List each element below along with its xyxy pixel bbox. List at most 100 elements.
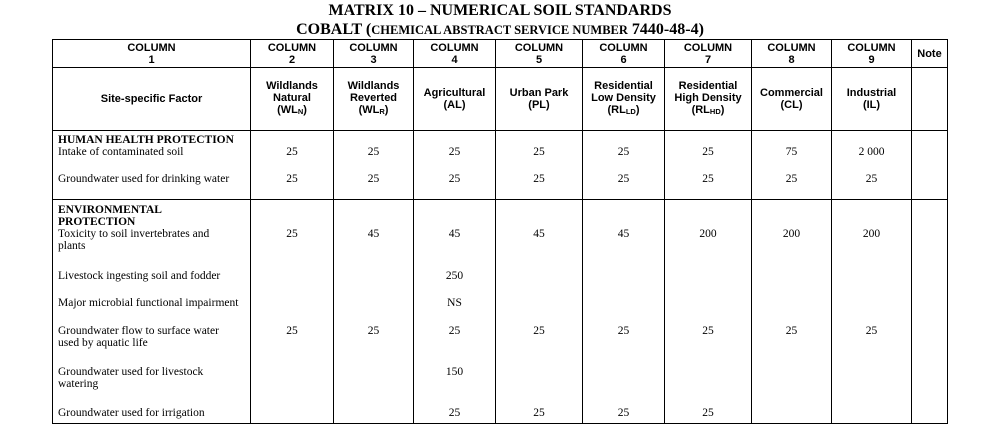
value-cell: 75 25 bbox=[751, 130, 832, 200]
value-cell: 25 25 bbox=[250, 130, 334, 200]
column-header-7: COLUMN 7 bbox=[664, 39, 752, 68]
land-use-header-6: Residential Low Density (RLLD) bbox=[582, 67, 665, 131]
factor-label: Groundwater flow to surface water bbox=[58, 325, 219, 337]
column-header-1: COLUMN 1 bbox=[52, 39, 251, 68]
column-header-label: COLUMN bbox=[599, 41, 648, 54]
land-use-code-end: ) bbox=[635, 104, 640, 116]
soil-standards-table: COLUMN 1 COLUMN 2 COLUMN 3 COLUMN 4 COLUMN 5 COLUM… bbox=[52, 39, 948, 424]
land-use-header-2: Wildlands Natural (WLN) bbox=[250, 67, 334, 131]
land-use-header-7: Residential High Density (RLHD) bbox=[664, 67, 752, 131]
land-use-name: Wildlands bbox=[347, 80, 400, 92]
land-use-name: Wildlands bbox=[266, 80, 318, 92]
land-use-name-line2: Natural bbox=[273, 92, 311, 104]
cell-content: 75 25 bbox=[752, 131, 831, 199]
column-header-label: Note bbox=[917, 47, 942, 60]
cell-content: 25 25 bbox=[251, 200, 333, 423]
column-header-6: COLUMN 6 bbox=[582, 39, 665, 68]
column-header-2: COLUMN 2 bbox=[250, 39, 334, 68]
standard-value: 200 bbox=[699, 228, 717, 240]
land-use-code-end: ) bbox=[303, 104, 307, 116]
cell-content bbox=[912, 131, 947, 199]
value-cell bbox=[911, 199, 948, 424]
land-use-row: Site-specific Factor Wildlands Natural (WLN… bbox=[52, 67, 948, 131]
land-use-code-subscript: HD bbox=[709, 107, 721, 116]
factor-label: Toxicity to soil invertebrates and bbox=[58, 228, 210, 240]
cell-content: 25 25 bbox=[251, 131, 333, 199]
land-use-name-line2: Reverted bbox=[349, 92, 398, 104]
factor-label: Groundwater used for livestock bbox=[58, 366, 204, 378]
standard-value: 25 bbox=[702, 146, 714, 158]
subtitle-tail: 7440-48-4) bbox=[627, 21, 704, 38]
column-header-label: COLUMN bbox=[847, 41, 896, 54]
land-use-code: (RL bbox=[691, 104, 710, 116]
column-header-label: COLUMN bbox=[430, 41, 479, 54]
value-cell: 200 25 25 bbox=[664, 199, 752, 424]
column-header-label: COLUMN bbox=[683, 41, 733, 54]
value-cell: 25 25 bbox=[413, 130, 496, 200]
standard-value: 25 bbox=[286, 228, 298, 240]
value-cell: 25 25 bbox=[582, 130, 665, 200]
land-use-name: Urban Park bbox=[509, 87, 569, 99]
land-use-code-subscript: LD bbox=[625, 107, 636, 116]
land-use-header-10 bbox=[911, 67, 948, 131]
column-header-10: Note bbox=[911, 39, 948, 68]
value-cell: 45 250 NS 25 150 25 bbox=[413, 199, 496, 424]
land-use-code-subscript: N bbox=[297, 107, 304, 116]
land-use-code: (AL) bbox=[443, 99, 466, 111]
standard-value: 25 bbox=[367, 325, 380, 337]
standard-value: 25 bbox=[617, 407, 630, 419]
cell-content: 45 25 bbox=[334, 200, 413, 423]
standard-value: 25 bbox=[702, 407, 714, 419]
cell-content: 2 000 25 bbox=[832, 131, 911, 199]
value-cell: 45 25 25 bbox=[495, 199, 583, 424]
cell-content: 45 25 25 bbox=[583, 200, 664, 423]
land-use-header-1: Site-specific Factor bbox=[52, 67, 251, 131]
column-header-number: 8 bbox=[788, 53, 795, 66]
cell-content bbox=[912, 200, 947, 423]
cell-content: 25 25 bbox=[414, 131, 495, 199]
standard-value: 25 bbox=[785, 325, 798, 337]
land-use-code: (WL bbox=[277, 104, 298, 116]
land-use-name-line2: Low Density bbox=[591, 92, 656, 104]
standard-value: 250 bbox=[445, 270, 464, 282]
land-use-name: Agricultural bbox=[423, 87, 486, 99]
land-use-header-9: Industrial (IL) bbox=[831, 67, 912, 131]
column-header-number: 4 bbox=[451, 53, 458, 66]
environmental-section: ENVIRONMENTAL PROTECTION Toxicity to soil … bbox=[52, 199, 948, 424]
land-use-header-8: Commercial (CL) bbox=[751, 67, 832, 131]
matrix-title: MATRIX 10 – NUMERICAL SOIL STANDARDS bbox=[328, 2, 672, 19]
column-header-4: COLUMN 4 bbox=[413, 39, 496, 68]
standard-value: 45 bbox=[617, 228, 630, 240]
standard-value: 25 bbox=[702, 173, 714, 185]
factor-label: Groundwater used for irrigation bbox=[58, 407, 205, 419]
column-header-number: 7 bbox=[704, 53, 712, 66]
value-cell bbox=[911, 130, 948, 200]
column-header-9: COLUMN 9 bbox=[831, 39, 912, 68]
standard-value: 25 bbox=[448, 173, 461, 185]
land-use-header-4: Agricultural (AL) bbox=[413, 67, 496, 131]
standard-value: 25 bbox=[617, 325, 630, 337]
standard-value: NS bbox=[447, 297, 462, 309]
standard-value: 45 bbox=[533, 228, 545, 240]
value-cell: 45 25 25 bbox=[582, 199, 665, 424]
value-cell: 25 25 bbox=[333, 130, 414, 200]
column-header-number: 3 bbox=[370, 53, 377, 66]
land-use-name: Commercial bbox=[760, 87, 823, 99]
standard-value: 25 bbox=[533, 325, 545, 337]
land-use-code: (PL) bbox=[528, 99, 550, 111]
section-heading: PROTECTION bbox=[58, 216, 136, 228]
standard-value: 25 bbox=[865, 173, 878, 185]
land-use-name-line2: High Density bbox=[674, 92, 742, 104]
matrix-subtitle: COBALT (CHEMICAL ABSTRACT SERVICE NUMBER… bbox=[0, 21, 1000, 39]
column-header-label: COLUMN bbox=[767, 41, 816, 54]
land-use-header-3: Wildlands Reverted (WLR) bbox=[333, 67, 414, 131]
column-header-3: COLUMN 3 bbox=[333, 39, 414, 68]
value-cell: 200 25 bbox=[831, 199, 912, 424]
value-cell: 25 25 bbox=[250, 199, 334, 424]
column-header-number: 1 bbox=[148, 53, 155, 66]
land-use-code-subscript: R bbox=[379, 107, 385, 116]
section-heading: HUMAN HEALTH PROTECTION bbox=[58, 134, 234, 146]
factor-cell: ENVIRONMENTAL PROTECTION Toxicity to soil … bbox=[52, 199, 251, 424]
land-use-name: Industrial bbox=[846, 87, 897, 99]
column-header-number: 5 bbox=[535, 53, 543, 66]
